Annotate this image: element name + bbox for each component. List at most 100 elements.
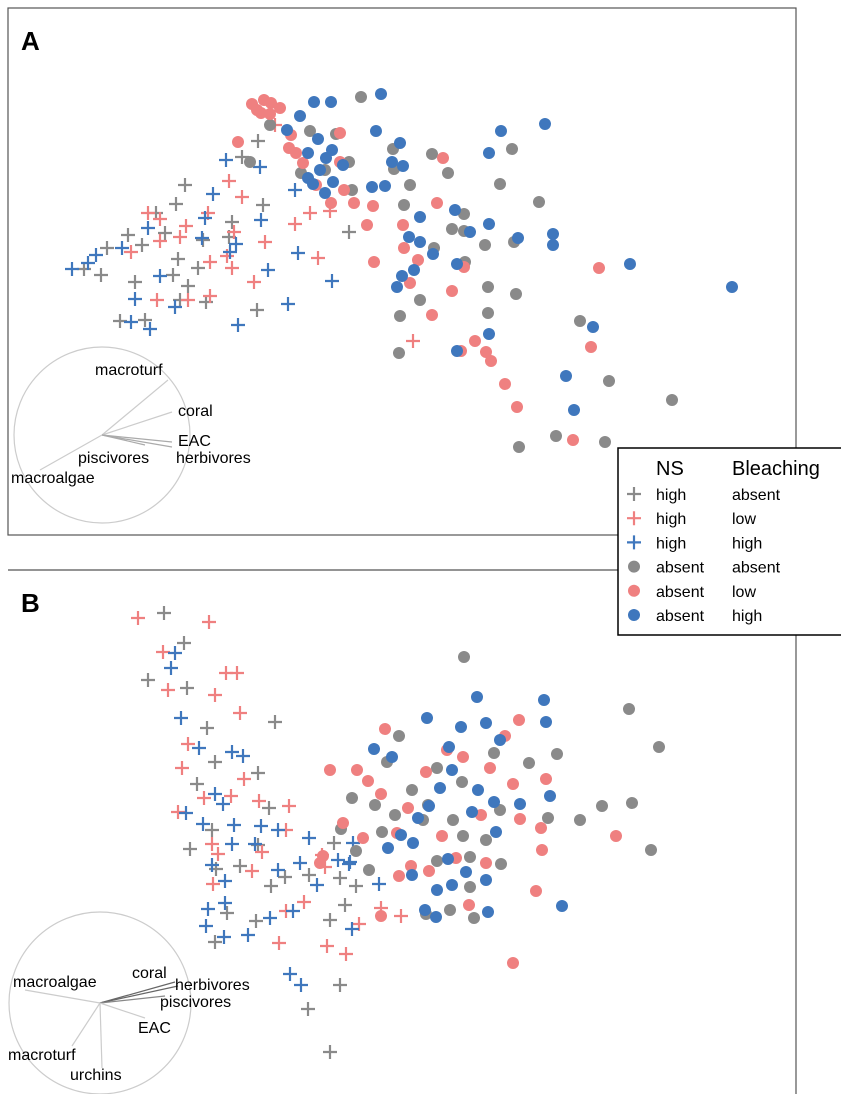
point-a-ns-absent-bleaching-high [483, 328, 495, 340]
point-b-ns-high-bleaching-high [236, 749, 250, 763]
panel-a-points [65, 88, 738, 453]
legend-marker-absent-low [628, 584, 640, 597]
point-b-ns-absent-bleaching-low [375, 788, 387, 800]
point-b-ns-high-bleaching-high [263, 911, 277, 925]
point-b-ns-high-bleaching-absent [208, 935, 222, 949]
point-b-ns-absent-bleaching-absent [350, 845, 362, 857]
vector-b-macroalgae [24, 989, 101, 1004]
point-b-ns-high-bleaching-high [218, 896, 232, 910]
point-a-ns-high-bleaching-high [281, 297, 295, 311]
point-b-ns-absent-bleaching-high [466, 806, 478, 818]
point-a-ns-high-bleaching-absent [171, 252, 185, 266]
point-a-ns-absent-bleaching-absent [394, 310, 406, 322]
point-b-ns-absent-bleaching-low [610, 830, 622, 842]
point-a-ns-absent-bleaching-low [469, 335, 481, 347]
point-b-ns-high-bleaching-high [271, 863, 285, 877]
point-b-ns-absent-bleaching-high [455, 721, 467, 733]
vector-label-a-macroalgae: macroalgae [11, 470, 95, 487]
point-b-ns-high-bleaching-high [302, 831, 316, 845]
point-a-ns-absent-bleaching-absent [482, 307, 494, 319]
point-b-ns-absent-bleaching-low [420, 766, 432, 778]
point-b-ns-absent-bleaching-absent [458, 651, 470, 663]
point-a-ns-high-bleaching-high [219, 153, 233, 167]
point-a-ns-high-bleaching-absent [135, 238, 149, 252]
point-a-ns-absent-bleaching-high [547, 228, 559, 240]
point-a-ns-absent-bleaching-high [379, 180, 391, 192]
point-b-ns-high-bleaching-absent [323, 913, 337, 927]
point-a-ns-absent-bleaching-high [568, 404, 580, 416]
point-b-ns-high-bleaching-high [248, 837, 262, 851]
point-a-ns-absent-bleaching-absent [533, 196, 545, 208]
point-b-ns-absent-bleaching-high [446, 879, 458, 891]
point-b-ns-absent-bleaching-high [421, 712, 433, 724]
point-b-ns-absent-bleaching-low [379, 723, 391, 735]
point-a-ns-high-bleaching-low [181, 293, 195, 307]
point-a-ns-absent-bleaching-high [726, 281, 738, 293]
vector-b-coral [99, 981, 176, 1004]
point-a-ns-high-bleaching-low [124, 245, 138, 259]
point-b-ns-absent-bleaching-low [362, 775, 374, 787]
panel-a-correlation-circle [13, 346, 191, 524]
point-a-ns-high-bleaching-low [288, 217, 302, 231]
point-b-ns-high-bleaching-high [283, 967, 297, 981]
point-a-ns-absent-bleaching-absent [506, 143, 518, 155]
point-b-ns-absent-bleaching-high [443, 741, 455, 753]
point-a-ns-absent-bleaching-absent [442, 167, 454, 179]
legend-bleaching-label: high [732, 608, 762, 625]
point-a-ns-high-bleaching-high [141, 221, 155, 235]
legend: NS Bleaching high absent high low high high ab… [617, 447, 841, 636]
point-a-ns-absent-bleaching-absent [494, 178, 506, 190]
point-b-ns-high-bleaching-low [245, 864, 259, 878]
point-a-ns-absent-bleaching-high [281, 124, 293, 136]
point-a-ns-high-bleaching-low [141, 206, 155, 220]
point-b-ns-high-bleaching-low [255, 845, 269, 859]
point-a-ns-absent-bleaching-low [485, 355, 497, 367]
point-a-ns-high-bleaching-absent [235, 150, 249, 164]
point-b-ns-absent-bleaching-absent [645, 844, 657, 856]
point-b-ns-high-bleaching-high [192, 741, 206, 755]
point-a-ns-high-bleaching-absent [100, 241, 114, 255]
point-a-ns-absent-bleaching-high [314, 164, 326, 176]
point-b-ns-absent-bleaching-low [540, 773, 552, 785]
point-b-ns-high-bleaching-high [294, 978, 308, 992]
point-b-ns-absent-bleaching-absent [431, 855, 443, 867]
vector-label-b-urchins: urchins [70, 1067, 122, 1084]
point-a-ns-high-bleaching-high [325, 274, 339, 288]
point-b-ns-absent-bleaching-low [423, 865, 435, 877]
point-a-ns-absent-bleaching-absent [479, 239, 491, 251]
legend-ns-label: high [656, 487, 686, 504]
point-b-ns-absent-bleaching-absent [457, 830, 469, 842]
point-b-ns-high-bleaching-low [320, 939, 334, 953]
point-a-ns-absent-bleaching-high [302, 147, 314, 159]
point-b-ns-high-bleaching-low [181, 737, 195, 751]
legend-ns-label: absent [656, 584, 705, 601]
point-a-ns-absent-bleaching-absent [398, 199, 410, 211]
point-a-ns-absent-bleaching-absent [458, 208, 470, 220]
point-b-ns-high-bleaching-absent [233, 859, 247, 873]
point-b-ns-absent-bleaching-high [430, 911, 442, 923]
point-a-ns-high-bleaching-absent [181, 279, 195, 293]
point-b-ns-high-bleaching-absent [177, 636, 191, 650]
point-b-ns-absent-bleaching-high [540, 716, 552, 728]
point-b-ns-absent-bleaching-high [472, 784, 484, 796]
vector-label-a-coral: coral [178, 403, 213, 420]
point-b-ns-high-bleaching-absent [338, 898, 352, 912]
point-a-ns-high-bleaching-low [311, 251, 325, 265]
point-b-ns-absent-bleaching-low [402, 802, 414, 814]
point-b-ns-high-bleaching-absent [208, 755, 222, 769]
point-a-ns-high-bleaching-high [89, 248, 103, 262]
point-b-ns-high-bleaching-low [237, 772, 251, 786]
point-a-ns-high-bleaching-high [253, 160, 267, 174]
point-a-ns-high-bleaching-low [406, 334, 420, 348]
point-a-ns-absent-bleaching-high [560, 370, 572, 382]
panel-b-label: B [21, 588, 40, 618]
point-a-ns-high-bleaching-high [124, 315, 138, 329]
vector-label-b-macroturf: macroturf [8, 1047, 76, 1064]
point-b-ns-absent-bleaching-low [314, 857, 326, 869]
point-a-ns-high-bleaching-low [153, 212, 167, 226]
vector-b-eac [99, 1002, 146, 1019]
point-b-ns-high-bleaching-high [286, 904, 300, 918]
point-a-ns-high-bleaching-low [153, 234, 167, 248]
point-b-ns-absent-bleaching-absent [431, 762, 443, 774]
vector-label-b-coral: coral [132, 965, 167, 982]
